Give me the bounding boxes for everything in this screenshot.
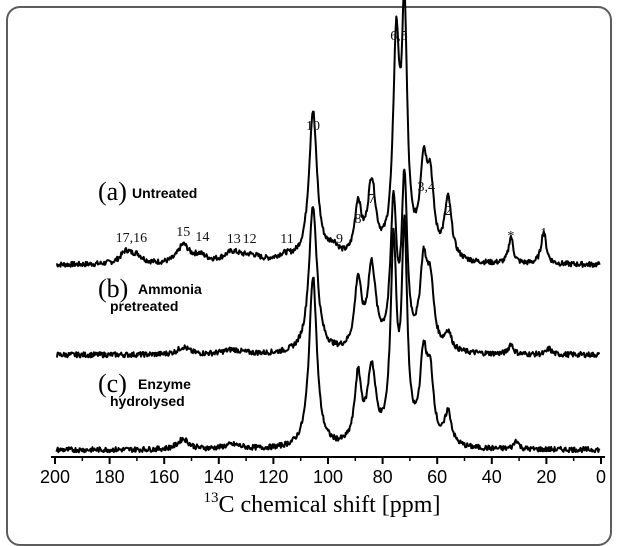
peak-label-2: 14 [195, 230, 209, 245]
trace-label-letter-a: (a) [98, 177, 127, 206]
trace-label-letter-c: (c) [98, 369, 127, 398]
x-tick-label-20: 20 [536, 467, 556, 487]
x-tick-label-100: 100 [313, 467, 343, 487]
peak-label-7: 9 [336, 232, 343, 247]
peak-label-0: 17,16 [116, 231, 148, 246]
spectrum-trace-b [56, 168, 601, 359]
peak-label-1: 15 [176, 225, 190, 240]
x-tick-label-160: 160 [149, 467, 179, 487]
peak-label-5: 11 [280, 232, 293, 247]
peak-label-4: 12 [243, 232, 257, 247]
trace-label-letter-b: (b) [98, 274, 128, 303]
x-tick-label-120: 120 [258, 467, 288, 487]
spectrum-traces [55, 0, 601, 454]
peak-label-10: 6,5 [390, 29, 408, 44]
peak-labels: 17,16 15 14 13 12 11 10 987 6,5 3,4 2 * 1 [116, 29, 548, 247]
x-tick-label-140: 140 [204, 467, 234, 487]
spectrum-trace-c [55, 214, 601, 454]
x-tick-label-200: 200 [40, 467, 70, 487]
x-tick-label-60: 60 [427, 467, 447, 487]
x-axis-title-text: C chemical shift [ppm] [219, 492, 441, 518]
x-tick-label-40: 40 [482, 467, 502, 487]
peak-label-3: 13 [227, 232, 241, 247]
spectrum-trace-a [55, 0, 601, 268]
x-tick-label-180: 180 [95, 467, 125, 487]
peak-label-6: 10 [306, 119, 320, 134]
peak-label-9: 7 [368, 192, 375, 207]
x-tick-label-80: 80 [373, 467, 393, 487]
peak-label-8: 8 [355, 212, 362, 227]
x-tick-label-0: 0 [596, 467, 606, 487]
trace-description-b-0: Ammonia [138, 281, 202, 297]
peak-label-14: 1 [540, 226, 547, 241]
trace-description-a-0: Untreated [132, 185, 197, 201]
trace-description-c-1: hydrolysed [110, 393, 185, 409]
x-axis-title: 13C chemical shift [ppm] [204, 490, 441, 518]
x-axis-title-superscript: 13 [204, 490, 219, 506]
peak-label-13: * [507, 229, 514, 244]
peak-label-11: 3,4 [418, 180, 436, 195]
trace-description-c-0: Enzyme [138, 376, 191, 392]
peak-label-12: 2 [445, 204, 452, 219]
trace-description-b-1: pretreated [110, 298, 178, 314]
x-axis: 200 180 160 140 120 100 80 60 40 20 0 [40, 456, 606, 487]
